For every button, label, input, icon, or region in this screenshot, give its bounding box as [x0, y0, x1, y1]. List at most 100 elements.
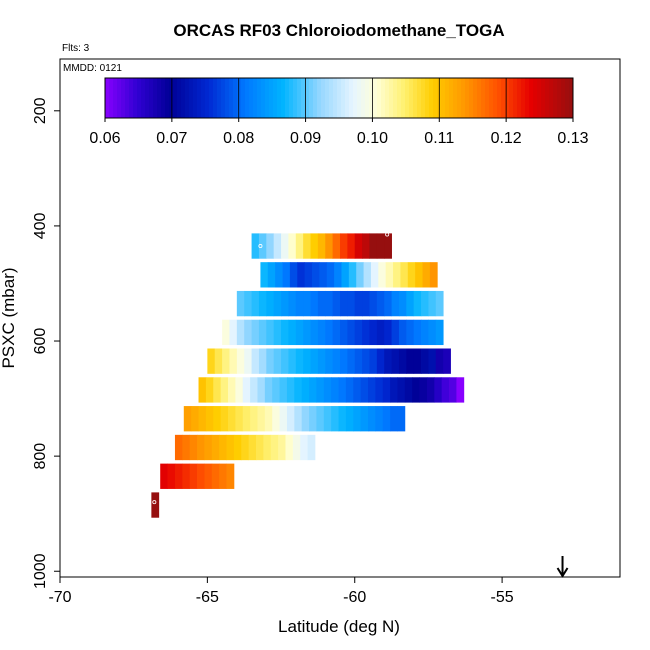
- heat-cell: [348, 262, 357, 288]
- colorbar-segment: [453, 78, 458, 118]
- heat-cell: [248, 434, 257, 461]
- heat-cell: [354, 233, 363, 259]
- heat-cell: [204, 463, 213, 489]
- heat-cell: [310, 290, 319, 317]
- heat-cell: [275, 262, 283, 288]
- heat-cell: [398, 290, 407, 317]
- heat-cell: [426, 377, 435, 403]
- heat-cell: [236, 319, 245, 346]
- colorbar-segment: [533, 78, 538, 118]
- heat-cell: [167, 463, 176, 489]
- colorbar-segment: [265, 78, 270, 118]
- y-tick-label: 800: [32, 443, 49, 470]
- colorbar-segment: [441, 78, 446, 118]
- heat-cell: [273, 319, 282, 346]
- colorbar-segment: [249, 78, 254, 118]
- heat-cell: [406, 319, 415, 346]
- heat-cell: [267, 262, 276, 288]
- colorbar-segment: [233, 78, 238, 118]
- heat-cell: [319, 262, 328, 288]
- x-tick-label: -60: [343, 589, 366, 606]
- heat-cell: [258, 233, 267, 259]
- colorbar-segment: [129, 78, 134, 118]
- colorbar: [104, 77, 574, 119]
- colorbar-segment: [237, 78, 242, 118]
- colorbar-segment: [541, 78, 546, 118]
- colorbar-segment: [221, 78, 226, 118]
- colorbar-segment: [449, 78, 454, 118]
- heat-cell: [235, 377, 244, 403]
- colorbar-segment: [169, 78, 174, 118]
- heat-cell: [286, 377, 295, 403]
- heat-cell: [273, 348, 282, 374]
- heat-cell: [375, 406, 384, 432]
- colorbar-segment: [317, 78, 322, 118]
- sample-marker: [152, 500, 157, 505]
- colorbar-segment: [377, 78, 382, 118]
- heat-cell: [228, 377, 236, 403]
- heatmap-cells: [151, 233, 465, 518]
- heat-cell: [270, 434, 279, 461]
- heat-cell: [413, 348, 422, 374]
- heat-cell: [354, 319, 363, 346]
- heat-cell: [189, 434, 198, 461]
- heat-cell: [332, 348, 341, 374]
- heat-cell: [376, 348, 385, 374]
- heat-cell: [226, 463, 235, 489]
- heat-cell: [345, 377, 354, 403]
- colorbar-segment: [113, 78, 118, 118]
- heat-cell: [174, 434, 183, 461]
- plot-frame: [59, 58, 621, 578]
- heat-cell: [332, 290, 341, 317]
- heat-cell: [435, 348, 444, 374]
- colorbar-segment: [201, 78, 206, 118]
- heat-cell: [449, 377, 457, 403]
- colorbar-segment: [257, 78, 262, 118]
- colorbar-segment: [173, 78, 178, 118]
- heat-cell: [316, 377, 325, 403]
- colorbar-tick-label: 0.12: [491, 130, 522, 147]
- heat-cell: [398, 319, 407, 346]
- heat-cell: [384, 233, 392, 259]
- colorbar-segment: [433, 78, 438, 118]
- colorbar-segment: [389, 78, 394, 118]
- heat-cell: [325, 290, 334, 317]
- heat-cell: [309, 377, 317, 403]
- colorbar-tick-label: 0.07: [156, 130, 187, 147]
- heat-cell: [251, 348, 260, 374]
- heat-cell: [376, 233, 385, 259]
- colorbar-segment: [189, 78, 194, 118]
- heat-cell: [354, 348, 363, 374]
- colorbar-segment: [345, 78, 350, 118]
- heat-cell: [301, 406, 310, 432]
- heat-cell: [182, 434, 191, 461]
- colorbar-segment: [165, 78, 170, 118]
- colorbar-segment: [133, 78, 138, 118]
- colorbar-segment: [565, 78, 570, 118]
- heat-cell: [376, 319, 385, 346]
- y-tick-label: 1000: [32, 553, 49, 589]
- heat-cell: [369, 348, 378, 374]
- heat-cell: [220, 406, 229, 432]
- heat-cell: [332, 233, 341, 259]
- arrow-head: [556, 567, 569, 578]
- heat-cell: [294, 406, 303, 432]
- colorbar-segment: [545, 78, 550, 118]
- heat-cell: [363, 262, 372, 288]
- x-tick-label: -65: [196, 589, 219, 606]
- heat-cell: [197, 463, 205, 489]
- heat-cell: [279, 377, 288, 403]
- heat-cell: [285, 434, 294, 461]
- heat-cell: [233, 434, 242, 461]
- colorbar-ticks: 0.06 0.07 0.08 0.09 0.10 0.11 0.12 0.13: [89, 78, 589, 147]
- heat-cell: [317, 319, 326, 346]
- colorbar-segment: [429, 78, 434, 118]
- heat-cell: [390, 406, 398, 432]
- colorbar-segment: [369, 78, 374, 118]
- heat-cell: [228, 406, 236, 432]
- heat-cell: [360, 377, 369, 403]
- sample-marker: [482, 393, 487, 398]
- colorbar-segment: [285, 78, 290, 118]
- chart-title: ORCAS RF03 Chloroiodomethane_TOGA: [173, 21, 504, 40]
- colorbar-segment: [289, 78, 294, 118]
